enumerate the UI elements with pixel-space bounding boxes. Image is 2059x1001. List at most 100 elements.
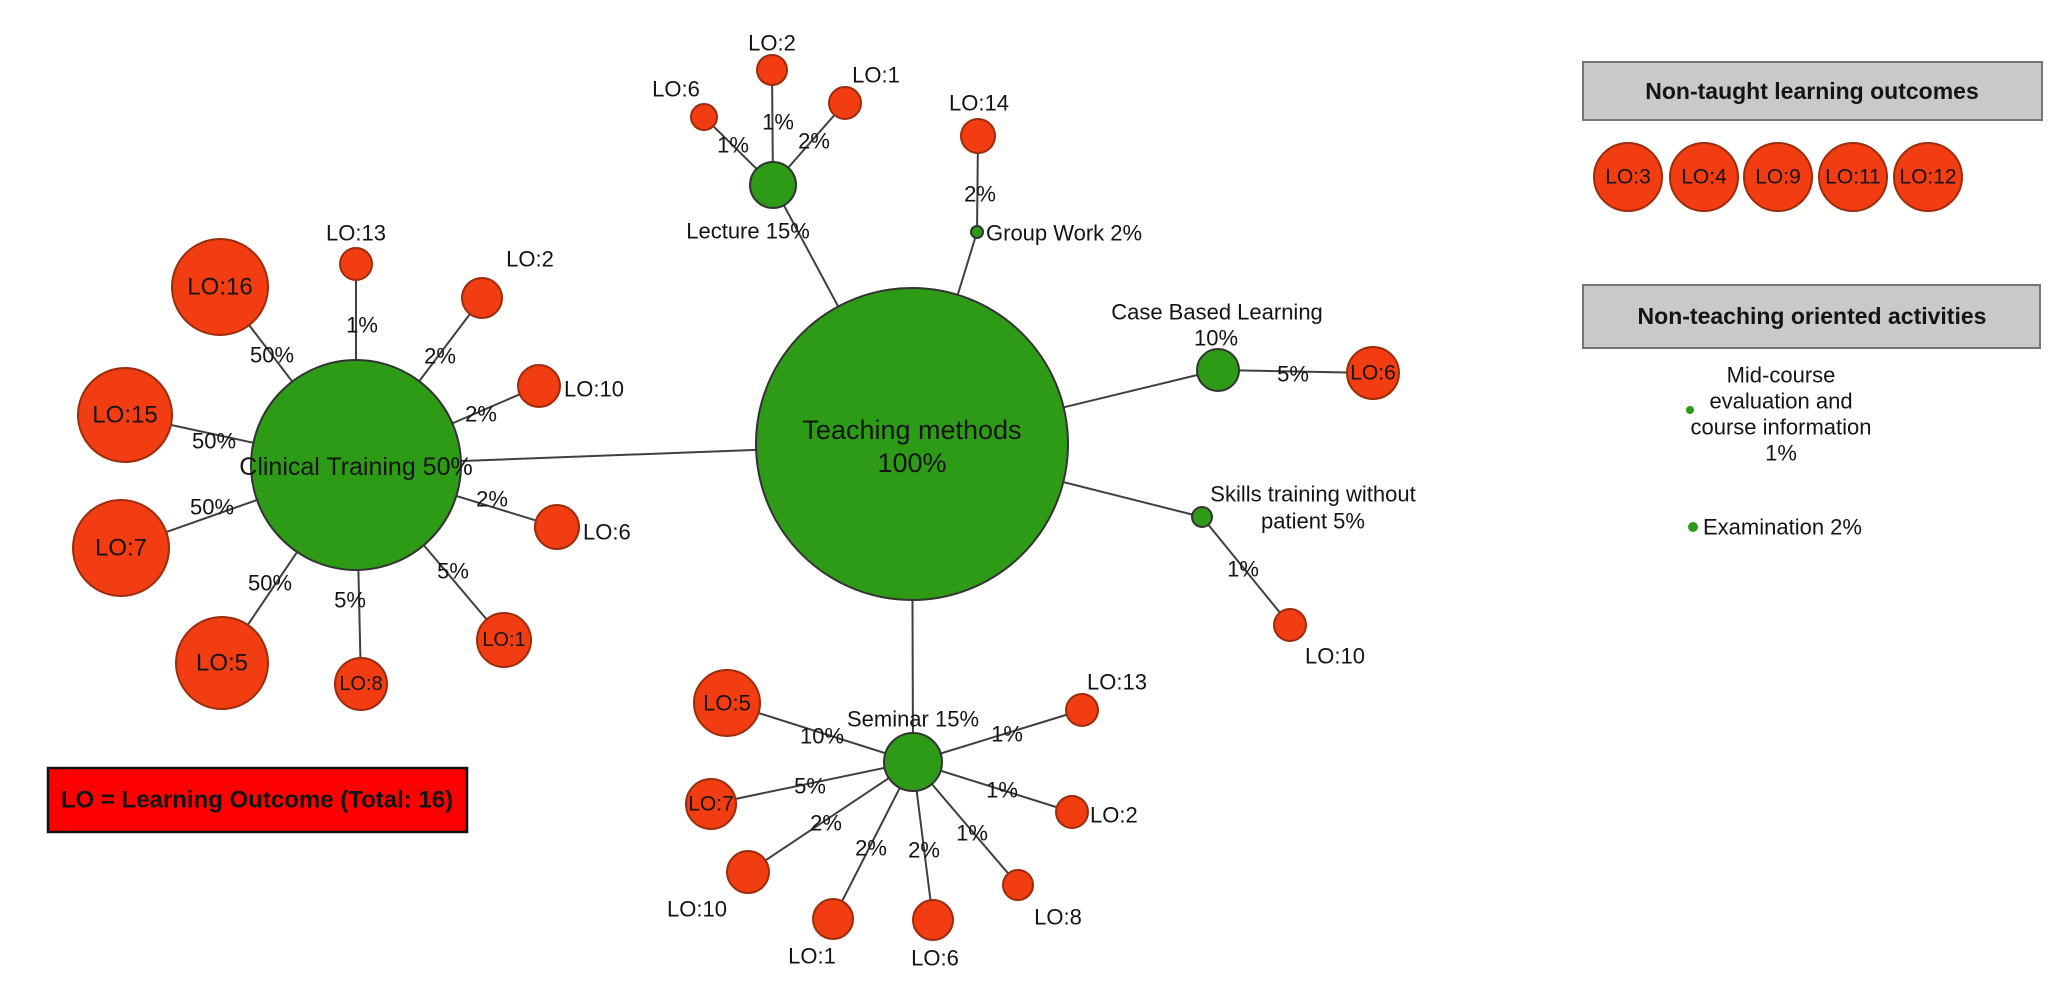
clinical-training-lo-16-label: LO:16	[187, 274, 252, 301]
clinical-training-lo-13-pct-label: 1%	[346, 313, 378, 338]
lecture-node	[749, 161, 797, 209]
skills-training-without-patient-node	[1191, 506, 1213, 528]
lecture-lo-6-node	[690, 103, 718, 131]
seminar-lo-8-node	[1002, 869, 1034, 901]
skills-training-without-patient-label-line-0: Skills training without	[1210, 482, 1415, 507]
seminar-lo-1-node	[812, 898, 854, 940]
seminar-lo-6-node	[912, 899, 954, 941]
clinical-training-lo-16-pct-label: 50%	[250, 343, 294, 368]
clinical-training-lo-8-label: LO:8	[339, 673, 382, 695]
seminar-lo-10-pct-label: 2%	[810, 811, 842, 836]
legend-note-box	[46, 766, 469, 834]
seminar-lo-2-node	[1055, 795, 1089, 829]
clinical-training-lo-2-pct-label: 2%	[424, 344, 456, 369]
clinical-training-lo-6-label: LO:6	[583, 520, 631, 545]
legend-lo-9-label: LO:9	[1755, 166, 1801, 189]
clinical-training-lo-5-node	[175, 616, 269, 710]
group-work-node	[970, 225, 984, 239]
seminar-node	[883, 732, 943, 792]
legend-lo-4-node	[1669, 142, 1739, 212]
seminar-lo-10-node	[726, 850, 770, 894]
clinical-training-lo-1-node	[476, 612, 532, 668]
case-based-learning-lo-6-label: LO:6	[1350, 362, 1396, 385]
lecture-lo-2-label: LO:2	[748, 31, 796, 56]
mid-course-evaluation-label-line-3: 1%	[1765, 441, 1797, 466]
mid-course-evaluation-label-line-0: Mid-course	[1727, 363, 1836, 388]
edge-skills-training-without-patient-to-lo-10	[1201, 516, 1291, 626]
non-taught-title: Non-taught learning outcomes	[1645, 78, 1979, 104]
labels-layer: Teaching methods100%50%1%2%2%50%50%50%5%…	[92, 31, 1415, 971]
legend-lo-12-label: LO:12	[1899, 166, 1956, 189]
lecture-lo-6-pct-label: 1%	[717, 133, 749, 158]
clinical-training-lo-16-node	[171, 238, 269, 336]
seminar-lo-13-label: LO:13	[1087, 670, 1147, 695]
clinical-training-lo-7-node	[72, 499, 170, 597]
legend-note-text: LO = Learning Outcome (Total: 16)	[61, 787, 453, 814]
teaching-methods-label-line-1: 100%	[877, 448, 946, 478]
seminar-lo-6-pct-label: 2%	[908, 838, 940, 863]
clinical-training-node	[250, 359, 462, 571]
clinical-training-lo-6-pct-label: 2%	[476, 487, 508, 512]
seminar-lo-6-label: LO:6	[911, 946, 959, 971]
seminar-lo-2-pct-label: 1%	[986, 778, 1018, 803]
edge-seminar-to-lo-10	[747, 761, 914, 873]
lecture-lo-1-pct-label: 2%	[798, 129, 830, 154]
clinical-training-lo-8-node	[334, 657, 388, 711]
legend-lo-11-node	[1818, 142, 1888, 212]
lecture-label: Lecture 15%	[686, 219, 810, 244]
mid-course-evaluation-label-line-1: evaluation and	[1709, 389, 1852, 414]
clinical-training-lo-15-pct-label: 50%	[192, 429, 236, 454]
clinical-training-lo-5-label: LO:5	[196, 650, 248, 677]
clinical-training-lo-15-label: LO:15	[92, 402, 157, 429]
seminar-lo-7-node	[685, 778, 737, 830]
group-work-label: Group Work 2%	[986, 221, 1142, 246]
clinical-training-lo-2-node	[461, 277, 503, 319]
non-teaching-panel	[1582, 284, 2041, 349]
seminar-lo-8-label: LO:8	[1034, 905, 1082, 930]
clinical-training-lo-6-node	[534, 504, 580, 550]
lecture-lo-2-node	[756, 54, 788, 86]
seminar-lo-10-label: LO:10	[667, 897, 727, 922]
examination-label: Examination 2%	[1703, 515, 1862, 540]
lecture-lo-2-pct-label: 1%	[762, 110, 794, 135]
clinical-training-lo-7-label: LO:7	[95, 535, 147, 562]
nodes-layer	[72, 54, 1400, 941]
clinical-training-lo-15-node	[77, 367, 173, 463]
mid-course-evaluation-bullet-icon	[1686, 406, 1694, 414]
skills-training-without-patient-lo-10-node	[1273, 608, 1307, 642]
seminar-lo-5-node	[693, 669, 761, 737]
clinical-training-lo-2-label: LO:2	[506, 247, 554, 272]
group-work-lo-14-pct-label: 2%	[964, 182, 996, 207]
non-taught-panel	[1582, 61, 2043, 121]
examination-bullet-icon	[1688, 522, 1698, 532]
legend-lo-3-node	[1593, 142, 1663, 212]
seminar-lo-5-pct-label: 10%	[800, 724, 844, 749]
clinical-training-lo-10-label: LO:10	[564, 377, 624, 402]
clinical-training-lo-5-pct-label: 50%	[248, 571, 292, 596]
edge-seminar-to-lo-7	[710, 761, 914, 805]
legend-lo-12-node	[1893, 142, 1963, 212]
case-based-learning-node	[1196, 348, 1240, 392]
clinical-training-lo-10-pct-label: 2%	[465, 402, 497, 427]
case-based-learning-lo-6-node	[1346, 346, 1400, 400]
group-work-lo-14-node	[960, 118, 996, 154]
seminar-lo-1-pct-label: 2%	[855, 836, 887, 861]
seminar-label: Seminar 15%	[847, 707, 979, 732]
legend-lo-11-label: LO:11	[1825, 166, 1881, 189]
clinical-training-label: Clinical Training 50%	[239, 453, 472, 481]
case-based-learning-label-line-0: Case Based Learning	[1111, 300, 1323, 325]
clinical-training-lo-1-pct-label: 5%	[437, 559, 469, 584]
seminar-lo-7-label: LO:7	[688, 793, 734, 816]
seminar-lo-1-label: LO:1	[788, 944, 836, 969]
clinical-training-lo-1-label: LO:1	[482, 629, 525, 651]
mid-course-evaluation-label-line-2: course information	[1691, 415, 1872, 440]
seminar-lo-5-label: LO:5	[703, 691, 751, 716]
case-based-learning-lo-6-pct-label: 5%	[1277, 362, 1309, 387]
clinical-training-lo-13-node	[339, 247, 373, 281]
clinical-training-lo-13-label: LO:13	[326, 221, 386, 246]
clinical-training-lo-7-pct-label: 50%	[190, 495, 234, 520]
teaching-methods-node	[755, 287, 1069, 601]
seminar-lo-2-label: LO:2	[1090, 803, 1138, 828]
